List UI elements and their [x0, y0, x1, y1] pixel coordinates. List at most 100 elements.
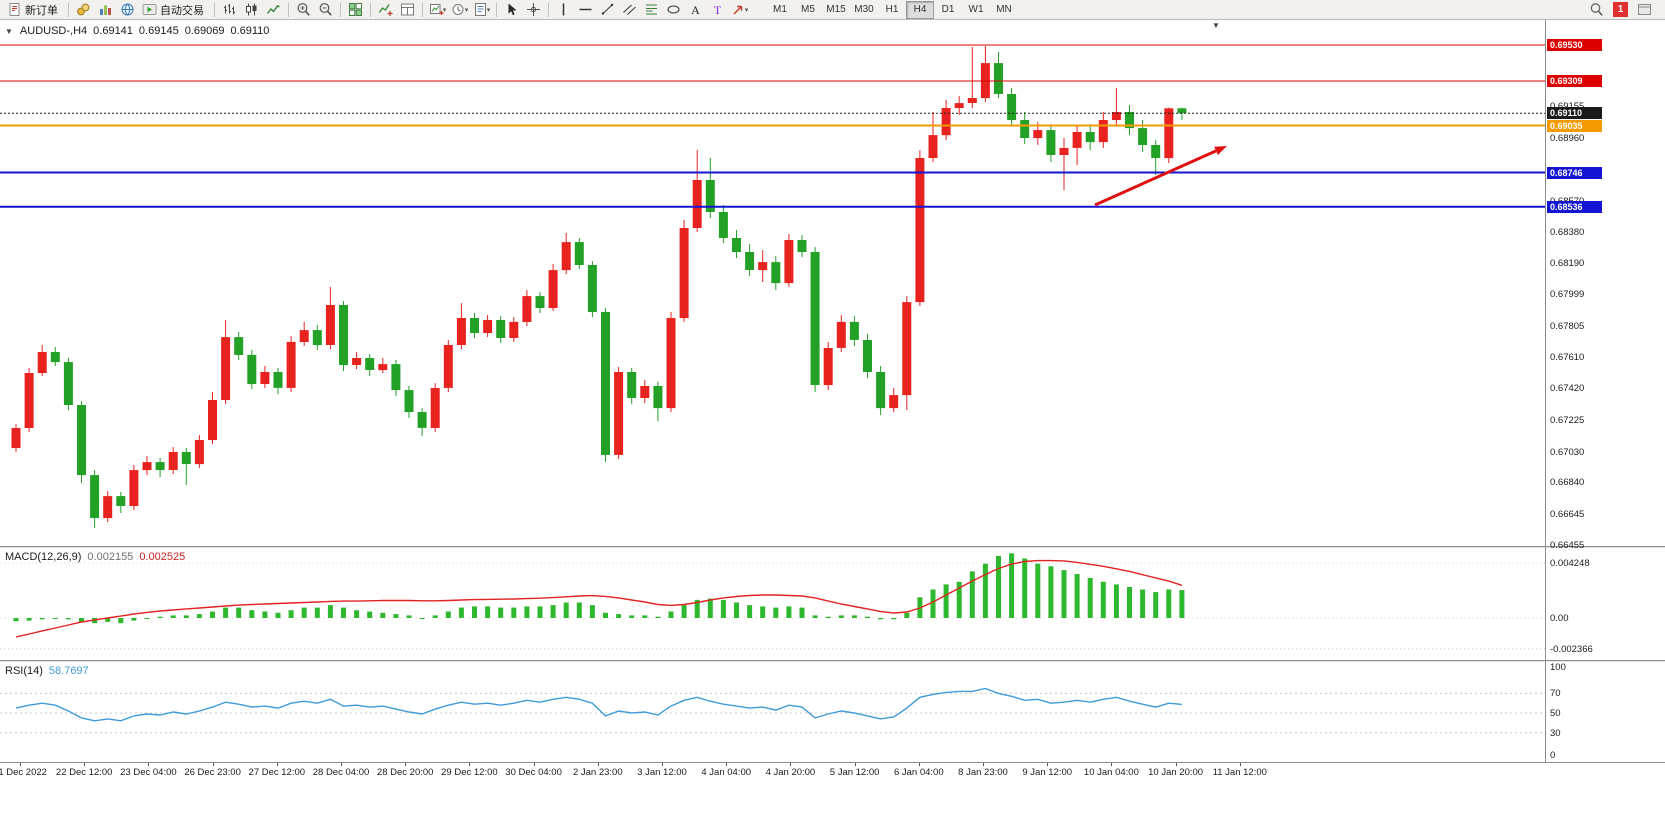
time-axis-label: 21 Dec 2022: [0, 767, 47, 778]
line-chart-icon[interactable]: [263, 1, 284, 19]
time-axis-tick: [854, 763, 856, 766]
time-axis-label: 22 Dec 12:00: [55, 767, 113, 778]
rsi-axis-label: 100: [1550, 662, 1566, 673]
time-axis-tick: [469, 763, 471, 766]
rsi-axis-label: 0: [1550, 750, 1556, 761]
time-axis-label: 6 Jan 04:00: [893, 767, 944, 778]
bar-chart-icon[interactable]: [219, 1, 240, 19]
search-icon[interactable]: [1586, 1, 1607, 19]
rsi-axis-label: 50: [1550, 708, 1561, 719]
vertical-line-icon[interactable]: [553, 1, 574, 19]
time-axis-tick: [405, 763, 407, 766]
candlestick-chart-icon[interactable]: [241, 1, 262, 19]
macd-header: MACD(12,26,9) 0.002155 0.002525: [5, 551, 185, 563]
new-chart-dropdown[interactable]: ▾: [427, 1, 448, 19]
time-axis-tick: [790, 763, 792, 766]
time-axis-label: 3 Jan 12:00: [637, 767, 687, 778]
timeframe-h1[interactable]: H1: [885, 3, 899, 15]
time-axis-border: [0, 762, 1665, 763]
rsi-header: RSI(14) 58.7697: [5, 665, 89, 677]
macd-signal-value: 0.002525: [139, 551, 186, 563]
timeframe-mn[interactable]: MN: [996, 3, 1012, 15]
macd-panel-canvas[interactable]: [0, 548, 1546, 660]
arrows-dropdown[interactable]: ▾: [729, 1, 750, 19]
time-axis-tick: [597, 763, 599, 766]
panel-separator[interactable]: [0, 546, 1665, 548]
toolbar: 新订单 自动交易 ▾ ▾ ▾ A T ▾ M1 M5 M15 M30 H1 H4 D1 W1 MN 1: [0, 0, 1665, 20]
ellipse-icon[interactable]: [663, 1, 684, 19]
time-axis-tick: [20, 763, 21, 766]
rsi-scale[interactable]: 100 70 50 30 0: [1546, 662, 1665, 762]
price-axis-label: 0.67805: [1550, 320, 1585, 332]
price-axis-label: 0.67030: [1550, 446, 1585, 458]
ohlc-low: 0.69069: [184, 25, 225, 37]
time-axis-tick: [918, 763, 920, 766]
panel-separator[interactable]: [0, 660, 1665, 662]
rsi-axis-label: 30: [1550, 727, 1561, 739]
toolbar-separator: [548, 2, 549, 17]
timeframe-h4[interactable]: H4: [906, 0, 934, 19]
timeframe-m5[interactable]: M5: [801, 3, 815, 15]
text-icon[interactable]: A: [685, 1, 706, 19]
panel-icon[interactable]: [1634, 1, 1655, 19]
price-axis-label: 0.66455: [1550, 540, 1585, 551]
time-axis-tick: [1239, 763, 1241, 766]
timeframe-w1[interactable]: W1: [968, 3, 984, 15]
notification-badge[interactable]: 1: [1613, 2, 1628, 17]
chart-columns-icon[interactable]: [95, 1, 116, 19]
time-axis-tick: [84, 763, 86, 766]
toolbar-buttons: 新订单 自动交易 ▾ ▾ ▾ A T ▾: [4, 0, 750, 20]
new-order-button[interactable]: 新订单: [4, 1, 64, 19]
templates-dropdown[interactable]: ▾: [471, 1, 492, 19]
rsi-axis-label: 70: [1550, 688, 1561, 700]
cursor-icon[interactable]: [501, 1, 522, 19]
time-axis-label: 26 Dec 23:00: [184, 767, 241, 778]
time-axis-label: 11 Jan 12:00: [1212, 767, 1267, 778]
timeframe-d1[interactable]: D1: [941, 3, 955, 15]
price-axis-label: 0.68380: [1550, 227, 1585, 238]
timeframe-m30[interactable]: M30: [854, 3, 874, 15]
timeframe-m1[interactable]: M1: [773, 3, 787, 15]
globe-icon[interactable]: [117, 1, 138, 19]
price-scale[interactable]: 0.691550.689600.685700.683800.681900.679…: [1546, 20, 1665, 551]
collapse-panel-icon[interactable]: ▼: [5, 26, 13, 36]
time-axis-label: 10 Jan 20:00: [1148, 767, 1204, 778]
rsi-value: 58.7697: [48, 665, 89, 677]
toolbar-right-cluster: 1: [1586, 1, 1655, 19]
trendline-icon[interactable]: [597, 1, 618, 19]
autotrading-button-label: 自动交易: [160, 4, 204, 17]
text-label-icon[interactable]: T: [707, 1, 728, 19]
toolbar-separator: [340, 2, 341, 17]
equidistant-channel-icon[interactable]: [619, 1, 640, 19]
price-axis-label: 0.66645: [1550, 509, 1585, 521]
price-axis-label: 0.68960: [1550, 132, 1585, 144]
price-scale-border: [1545, 20, 1546, 762]
periods-dropdown[interactable]: ▾: [449, 1, 470, 19]
time-scale[interactable]: 21 Dec 2022 22 Dec 12:00 23 Dec 04:00 26 De…: [0, 763, 1665, 780]
zoom-in-icon[interactable]: [293, 1, 314, 19]
timeframe-m15[interactable]: M15: [826, 3, 846, 15]
time-axis-tick: [533, 763, 535, 766]
rsi-panel-canvas[interactable]: [0, 662, 1546, 762]
tile-windows-icon[interactable]: [345, 1, 366, 19]
horizontal-line-icon[interactable]: [575, 1, 596, 19]
zoom-out-icon[interactable]: [315, 1, 336, 19]
indicators-icon[interactable]: [375, 1, 396, 19]
svg-text:A: A: [691, 3, 700, 17]
autotrading-button[interactable]: 自动交易: [139, 1, 210, 19]
window-layout-icon[interactable]: [397, 1, 418, 19]
macd-scale[interactable]: 0.004248 0.00 -0.002366: [1546, 548, 1665, 660]
time-axis-label: 4 Jan 04:00: [701, 767, 752, 778]
fibonacci-icon[interactable]: [641, 1, 662, 19]
macd-axis-label: -0.002366: [1550, 643, 1593, 655]
price-axis-label: 0.67610: [1550, 352, 1585, 364]
coins-icon[interactable]: [73, 1, 94, 19]
crosshair-icon[interactable]: [523, 1, 544, 19]
price-line-tag: 0.68746: [1547, 166, 1602, 179]
price-axis-label: 0.68190: [1550, 257, 1585, 269]
price-axis-label: 0.67225: [1550, 414, 1585, 426]
time-axis-tick: [983, 763, 984, 766]
time-axis-tick: [662, 763, 663, 766]
macd-axis-label: 0.00: [1550, 613, 1569, 624]
price-chart-canvas[interactable]: [0, 20, 1546, 546]
